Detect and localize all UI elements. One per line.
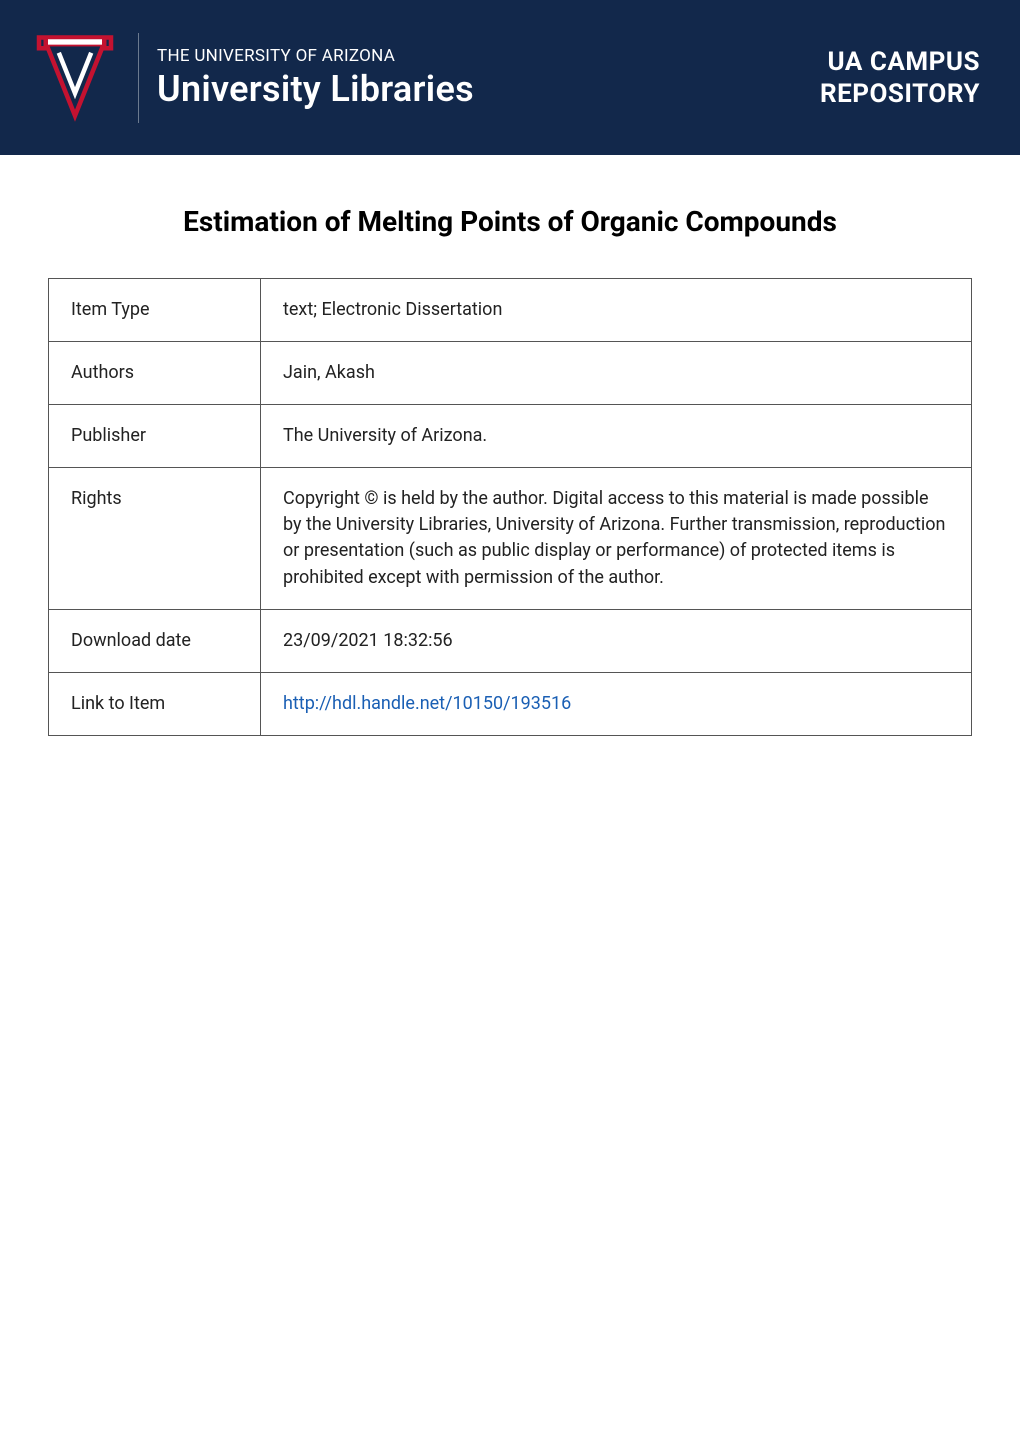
- table-row: Publisher The University of Arizona.: [49, 405, 972, 468]
- meta-key: Item Type: [49, 279, 261, 342]
- meta-value: The University of Arizona.: [261, 405, 972, 468]
- meta-value: Copyright © is held by the author. Digit…: [261, 468, 972, 609]
- meta-value: text; Electronic Dissertation: [261, 279, 972, 342]
- meta-key: Publisher: [49, 405, 261, 468]
- meta-key: Rights: [49, 468, 261, 609]
- header-divider: [138, 33, 139, 123]
- site-header: THE UNIVERSITY OF ARIZONA University Lib…: [0, 0, 1020, 155]
- meta-key: Link to Item: [49, 672, 261, 735]
- meta-value: http://hdl.handle.net/10150/193516: [261, 672, 972, 735]
- item-link[interactable]: http://hdl.handle.net/10150/193516: [283, 693, 571, 714]
- header-right-line1: UA CAMPUS: [820, 47, 980, 77]
- header-title: University Libraries: [157, 68, 474, 110]
- metadata-table: Item Type text; Electronic Dissertation …: [48, 278, 972, 736]
- meta-value: 23/09/2021 18:32:56: [261, 609, 972, 672]
- content-area: Estimation of Melting Points of Organic …: [0, 155, 1020, 736]
- meta-key: Authors: [49, 342, 261, 405]
- header-text-block: THE UNIVERSITY OF ARIZONA University Lib…: [157, 46, 474, 110]
- meta-value: Jain, Akash: [261, 342, 972, 405]
- meta-key: Download date: [49, 609, 261, 672]
- table-row: Item Type text; Electronic Dissertation: [49, 279, 972, 342]
- header-right-line2: REPOSITORY: [820, 79, 980, 109]
- ua-logo-icon: [30, 30, 120, 125]
- header-subtitle: THE UNIVERSITY OF ARIZONA: [157, 46, 474, 66]
- metadata-tbody: Item Type text; Electronic Dissertation …: [49, 279, 972, 736]
- table-row: Link to Item http://hdl.handle.net/10150…: [49, 672, 972, 735]
- table-row: Authors Jain, Akash: [49, 342, 972, 405]
- table-row: Rights Copyright © is held by the author…: [49, 468, 972, 609]
- header-left: THE UNIVERSITY OF ARIZONA University Lib…: [30, 30, 474, 125]
- page-title: Estimation of Melting Points of Organic …: [48, 205, 972, 238]
- header-right: UA CAMPUS REPOSITORY: [820, 47, 980, 109]
- table-row: Download date 23/09/2021 18:32:56: [49, 609, 972, 672]
